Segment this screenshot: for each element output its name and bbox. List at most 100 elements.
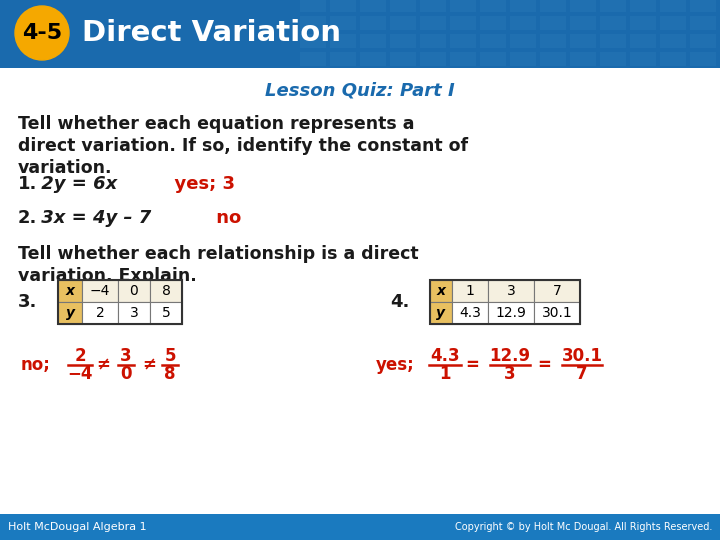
Text: y: y bbox=[66, 306, 74, 320]
FancyBboxPatch shape bbox=[488, 302, 534, 324]
FancyBboxPatch shape bbox=[360, 52, 386, 66]
FancyBboxPatch shape bbox=[570, 34, 596, 48]
Text: ≠: ≠ bbox=[96, 356, 110, 374]
Text: 3: 3 bbox=[130, 306, 138, 320]
Text: 4-5: 4-5 bbox=[22, 23, 62, 43]
FancyBboxPatch shape bbox=[300, 34, 326, 48]
Text: yes; 3: yes; 3 bbox=[162, 175, 235, 193]
Text: 1.: 1. bbox=[18, 175, 37, 193]
Text: x: x bbox=[66, 284, 74, 298]
FancyBboxPatch shape bbox=[630, 34, 656, 48]
Text: 2: 2 bbox=[74, 347, 86, 365]
FancyBboxPatch shape bbox=[660, 16, 686, 30]
Text: Copyright © by Holt Mc Dougal. All Rights Reserved.: Copyright © by Holt Mc Dougal. All Right… bbox=[454, 522, 712, 532]
Text: 0: 0 bbox=[120, 365, 132, 383]
FancyBboxPatch shape bbox=[150, 280, 182, 302]
FancyBboxPatch shape bbox=[300, 52, 326, 66]
FancyBboxPatch shape bbox=[690, 34, 716, 48]
FancyBboxPatch shape bbox=[480, 52, 506, 66]
FancyBboxPatch shape bbox=[450, 16, 476, 30]
FancyBboxPatch shape bbox=[510, 0, 536, 12]
FancyBboxPatch shape bbox=[540, 0, 566, 12]
FancyBboxPatch shape bbox=[58, 302, 82, 324]
FancyBboxPatch shape bbox=[420, 16, 446, 30]
Text: 2: 2 bbox=[96, 306, 104, 320]
FancyBboxPatch shape bbox=[390, 34, 416, 48]
FancyBboxPatch shape bbox=[390, 16, 416, 30]
Text: 7: 7 bbox=[553, 284, 562, 298]
FancyBboxPatch shape bbox=[360, 34, 386, 48]
Text: 30.1: 30.1 bbox=[562, 347, 603, 365]
FancyBboxPatch shape bbox=[390, 0, 416, 12]
FancyBboxPatch shape bbox=[330, 16, 356, 30]
Text: 5: 5 bbox=[164, 347, 176, 365]
Text: 4.: 4. bbox=[390, 293, 410, 311]
FancyBboxPatch shape bbox=[420, 34, 446, 48]
FancyBboxPatch shape bbox=[630, 52, 656, 66]
Text: 1: 1 bbox=[439, 365, 451, 383]
FancyBboxPatch shape bbox=[600, 0, 626, 12]
Text: ≠: ≠ bbox=[142, 356, 156, 374]
Circle shape bbox=[15, 6, 69, 60]
FancyBboxPatch shape bbox=[0, 514, 720, 540]
FancyBboxPatch shape bbox=[480, 0, 506, 12]
FancyBboxPatch shape bbox=[510, 52, 536, 66]
FancyBboxPatch shape bbox=[600, 34, 626, 48]
Text: variation.: variation. bbox=[18, 159, 112, 177]
Text: 5: 5 bbox=[161, 306, 171, 320]
FancyBboxPatch shape bbox=[690, 16, 716, 30]
Text: yes;: yes; bbox=[377, 356, 415, 374]
FancyBboxPatch shape bbox=[570, 52, 596, 66]
Text: −4: −4 bbox=[67, 365, 93, 383]
FancyBboxPatch shape bbox=[82, 280, 118, 302]
FancyBboxPatch shape bbox=[300, 0, 326, 12]
FancyBboxPatch shape bbox=[540, 52, 566, 66]
Text: 2y = 6x: 2y = 6x bbox=[35, 175, 117, 193]
FancyBboxPatch shape bbox=[540, 16, 566, 30]
FancyBboxPatch shape bbox=[150, 302, 182, 324]
Text: Holt McDougal Algebra 1: Holt McDougal Algebra 1 bbox=[8, 522, 147, 532]
Text: =: = bbox=[465, 356, 479, 374]
FancyBboxPatch shape bbox=[534, 302, 580, 324]
Text: 8: 8 bbox=[164, 365, 176, 383]
FancyBboxPatch shape bbox=[58, 280, 82, 302]
FancyBboxPatch shape bbox=[690, 52, 716, 66]
Text: 12.9: 12.9 bbox=[490, 347, 531, 365]
Text: 3: 3 bbox=[504, 365, 516, 383]
FancyBboxPatch shape bbox=[480, 34, 506, 48]
Text: no: no bbox=[185, 209, 241, 227]
FancyBboxPatch shape bbox=[510, 16, 536, 30]
FancyBboxPatch shape bbox=[450, 52, 476, 66]
FancyBboxPatch shape bbox=[430, 280, 452, 302]
FancyBboxPatch shape bbox=[570, 16, 596, 30]
FancyBboxPatch shape bbox=[330, 0, 356, 12]
FancyBboxPatch shape bbox=[118, 280, 150, 302]
FancyBboxPatch shape bbox=[630, 0, 656, 12]
FancyBboxPatch shape bbox=[660, 0, 686, 12]
FancyBboxPatch shape bbox=[330, 52, 356, 66]
Text: 2.: 2. bbox=[18, 209, 37, 227]
FancyBboxPatch shape bbox=[360, 0, 386, 12]
FancyBboxPatch shape bbox=[510, 34, 536, 48]
FancyBboxPatch shape bbox=[430, 302, 452, 324]
Text: −4: −4 bbox=[90, 284, 110, 298]
Text: 4.3: 4.3 bbox=[459, 306, 481, 320]
Text: y: y bbox=[436, 306, 446, 320]
Text: Tell whether each relationship is a direct: Tell whether each relationship is a dire… bbox=[18, 245, 418, 263]
FancyBboxPatch shape bbox=[360, 16, 386, 30]
Text: 3: 3 bbox=[120, 347, 132, 365]
Text: direct variation. If so, identify the constant of: direct variation. If so, identify the co… bbox=[18, 137, 468, 155]
FancyBboxPatch shape bbox=[660, 34, 686, 48]
FancyBboxPatch shape bbox=[452, 280, 488, 302]
Text: variation. Explain.: variation. Explain. bbox=[18, 267, 197, 285]
FancyBboxPatch shape bbox=[450, 34, 476, 48]
Text: 12.9: 12.9 bbox=[495, 306, 526, 320]
FancyBboxPatch shape bbox=[118, 302, 150, 324]
FancyBboxPatch shape bbox=[630, 16, 656, 30]
Text: x: x bbox=[436, 284, 446, 298]
Text: no;: no; bbox=[20, 356, 50, 374]
Text: Direct Variation: Direct Variation bbox=[82, 19, 341, 47]
FancyBboxPatch shape bbox=[452, 302, 488, 324]
FancyBboxPatch shape bbox=[540, 34, 566, 48]
Text: 7: 7 bbox=[576, 365, 588, 383]
